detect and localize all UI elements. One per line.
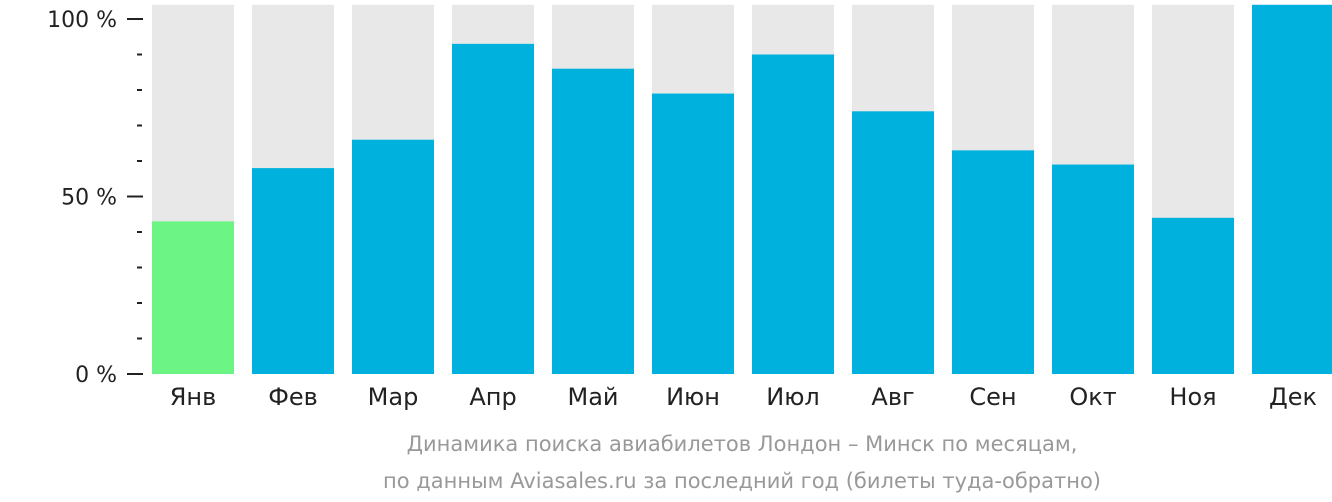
bar bbox=[1052, 164, 1134, 374]
x-tick-label: Июн bbox=[666, 383, 720, 411]
x-tick-label: Апр bbox=[469, 383, 516, 411]
bar bbox=[852, 111, 934, 375]
x-tick-label: Май bbox=[567, 383, 618, 411]
y-tick-label: 100 % bbox=[47, 8, 117, 33]
chart-caption-line-1: Динамика поиска авиабилетов Лондон – Мин… bbox=[407, 432, 1078, 456]
bar bbox=[452, 43, 534, 374]
x-tick-label: Янв bbox=[170, 383, 217, 411]
bar bbox=[152, 221, 234, 374]
x-tick-label: Окт bbox=[1069, 383, 1116, 411]
x-tick-label: Авг bbox=[871, 383, 914, 411]
x-tick-label: Дек bbox=[1269, 383, 1317, 411]
bar bbox=[652, 93, 734, 375]
bar bbox=[752, 54, 834, 374]
x-tick-label: Ноя bbox=[1169, 383, 1216, 411]
x-tick-label: Сен bbox=[969, 383, 1016, 411]
bars-group bbox=[152, 4, 1332, 375]
y-tick-label: 50 % bbox=[61, 186, 117, 211]
y-axis: 100 % 50 % 0 % bbox=[47, 8, 143, 388]
x-axis-labels: Янв Фев Мар Апр Май Июн Июл Авг Сен Окт Ноя Дек bbox=[170, 383, 1317, 411]
bar bbox=[552, 68, 634, 374]
x-tick-label: Июл bbox=[766, 383, 820, 411]
x-tick-label: Мар bbox=[368, 383, 419, 411]
x-tick-label: Фев bbox=[268, 383, 318, 411]
bar bbox=[1252, 4, 1332, 375]
chart-caption-line-2: по данным Aviasales.ru за последний год … bbox=[383, 469, 1101, 493]
bar bbox=[252, 168, 334, 374]
bar bbox=[1152, 217, 1234, 374]
bar bbox=[352, 139, 434, 374]
bar bbox=[952, 150, 1034, 374]
y-tick-label: 0 % bbox=[75, 363, 117, 388]
